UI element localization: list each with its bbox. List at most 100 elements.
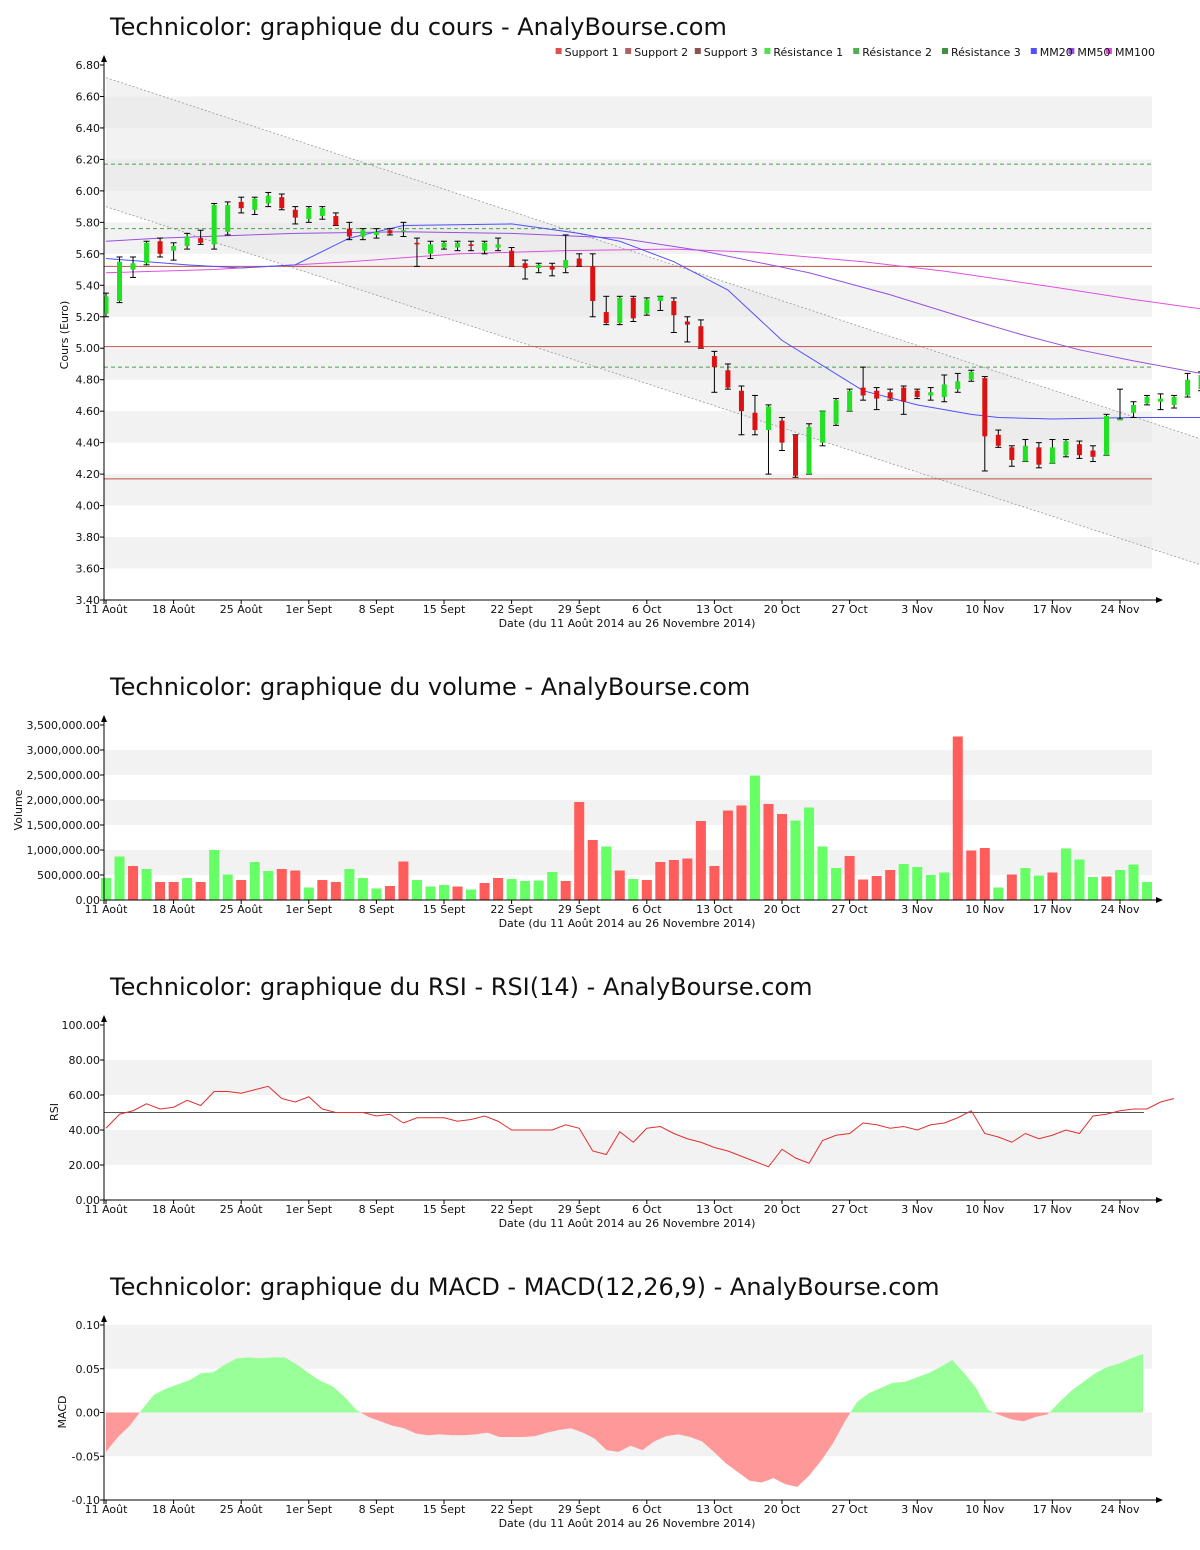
price-candle-body [603, 312, 609, 324]
price-candle [860, 366, 867, 401]
price-candle [116, 256, 123, 304]
price-candle-body [1185, 379, 1191, 396]
volume-bar [330, 882, 341, 900]
price-candle-body [198, 238, 204, 243]
price-candle [616, 295, 623, 326]
price-y-tick-label: 3.40 [76, 594, 101, 607]
volume-bar [1128, 864, 1139, 900]
chart-layers: 3.40 3.60 3.80 4.00 4.20 4.40 4.60 4.80 5.00 5.20… [27, 46, 1200, 1516]
volume-chart-title: Technicolor: graphique du volume - Analy… [109, 673, 750, 701]
volume-x-tick-label: 25 Août [220, 903, 264, 916]
macd-x-tick-label: 13 Oct [696, 1503, 733, 1516]
volume-bar [114, 856, 125, 900]
price-candle-body [360, 230, 366, 237]
price-candle-body [860, 387, 866, 396]
price-legend-swatch [694, 48, 701, 54]
volume-bar [885, 870, 896, 900]
price-x-tick-label: 20 Oct [764, 603, 801, 616]
macd-x-tick-label: 29 Sept [558, 1503, 601, 1516]
rsi-x-tick-label: 6 Oct [632, 1203, 662, 1216]
price-candle-body [441, 242, 447, 248]
macd-positive-area [850, 1360, 995, 1413]
volume-bar [641, 880, 652, 900]
volume-x-tick-label: 27 Oct [831, 903, 868, 916]
rsi-y-axis-arrow [101, 1015, 107, 1022]
price-candle [833, 398, 840, 426]
price-candle [454, 240, 461, 252]
volume-grid-band [104, 850, 1152, 875]
volume-x-tick-label: 22 Sept [490, 903, 533, 916]
price-candle-body [671, 301, 677, 316]
price-candle-body [765, 406, 771, 431]
volume-x-tick-label: 3 Nov [901, 903, 933, 916]
price-candle-body [995, 434, 1001, 446]
price-candle-body [130, 263, 136, 270]
price-candle-body [184, 236, 190, 246]
volume-bar [790, 820, 801, 900]
price-candle-body [211, 205, 217, 245]
price-x-axis-label: Date (du 11 Août 2014 au 26 Novembre 201… [499, 617, 756, 630]
price-candle [468, 240, 475, 252]
price-candle-body [279, 197, 285, 209]
price-legend-swatch [942, 48, 948, 54]
volume-bar [466, 889, 477, 900]
price-x-tick-label: 15 Sept [423, 603, 466, 616]
macd-x-tick-label: 6 Oct [632, 1503, 662, 1516]
price-candle [765, 404, 772, 475]
volume-bar [722, 810, 733, 900]
volume-bar [1142, 882, 1153, 900]
price-candle [792, 434, 799, 478]
macd-x-tick-label: 24 Nov [1101, 1503, 1140, 1516]
price-candle [130, 256, 137, 278]
rsi-x-axis-label: Date (du 11 Août 2014 au 26 Novembre 201… [499, 1217, 756, 1230]
price-candle-body [1131, 404, 1137, 413]
price-candle-body [576, 258, 582, 267]
macd-y-tick-label: -0.10 [72, 1494, 100, 1507]
volume-bar [506, 879, 517, 900]
price-candle [1184, 372, 1191, 398]
price-candle [657, 295, 664, 311]
price-legend-swatch [1106, 48, 1112, 54]
price-x-tick-label: 29 Sept [558, 603, 601, 616]
price-grid-band [104, 96, 1152, 128]
price-candle-body [1076, 444, 1082, 456]
volume-bar [384, 886, 395, 900]
rsi-chart-title: Technicolor: graphique du RSI - RSI(14) … [109, 973, 813, 1001]
volume-bar [898, 864, 909, 900]
volume-bar [533, 880, 544, 900]
macd-y-axis-arrow [101, 1315, 107, 1322]
price-candle [292, 206, 299, 225]
price-candle [968, 369, 975, 382]
volume-bar [1006, 874, 1017, 900]
price-candle-body [1009, 447, 1015, 460]
volume-bar [804, 807, 815, 900]
price-candle-body [103, 296, 109, 314]
macd-x-tick-label: 8 Sept [359, 1503, 395, 1516]
volume-x-tick-label: 15 Sept [423, 903, 466, 916]
price-candle [927, 387, 934, 401]
price-candle [887, 388, 894, 401]
volume-bar [439, 885, 449, 900]
price-y-tick-label: 3.60 [76, 563, 101, 576]
price-candle-body [1117, 419, 1123, 421]
price-x-tick-label: 22 Sept [490, 603, 533, 616]
price-legend-swatch [1030, 48, 1037, 54]
volume-bar [831, 868, 842, 900]
macd-x-axis-arrow [1156, 1497, 1163, 1503]
price-grid-band [104, 537, 1152, 569]
price-candle [319, 206, 326, 220]
volume-bar [547, 872, 558, 900]
price-candle [238, 196, 245, 214]
macd-x-tick-label: 18 Août [152, 1503, 196, 1516]
price-candle-body [387, 230, 393, 234]
rsi-x-tick-label: 17 Nov [1033, 1203, 1072, 1216]
volume-bar [371, 888, 382, 900]
volume-bar [966, 850, 977, 900]
volume-bar [560, 881, 571, 900]
price-candle [643, 297, 650, 316]
volume-bar [912, 867, 923, 900]
price-candle-body [265, 195, 271, 204]
volume-bar [398, 861, 409, 900]
macd-x-tick-label: 20 Oct [764, 1503, 801, 1516]
